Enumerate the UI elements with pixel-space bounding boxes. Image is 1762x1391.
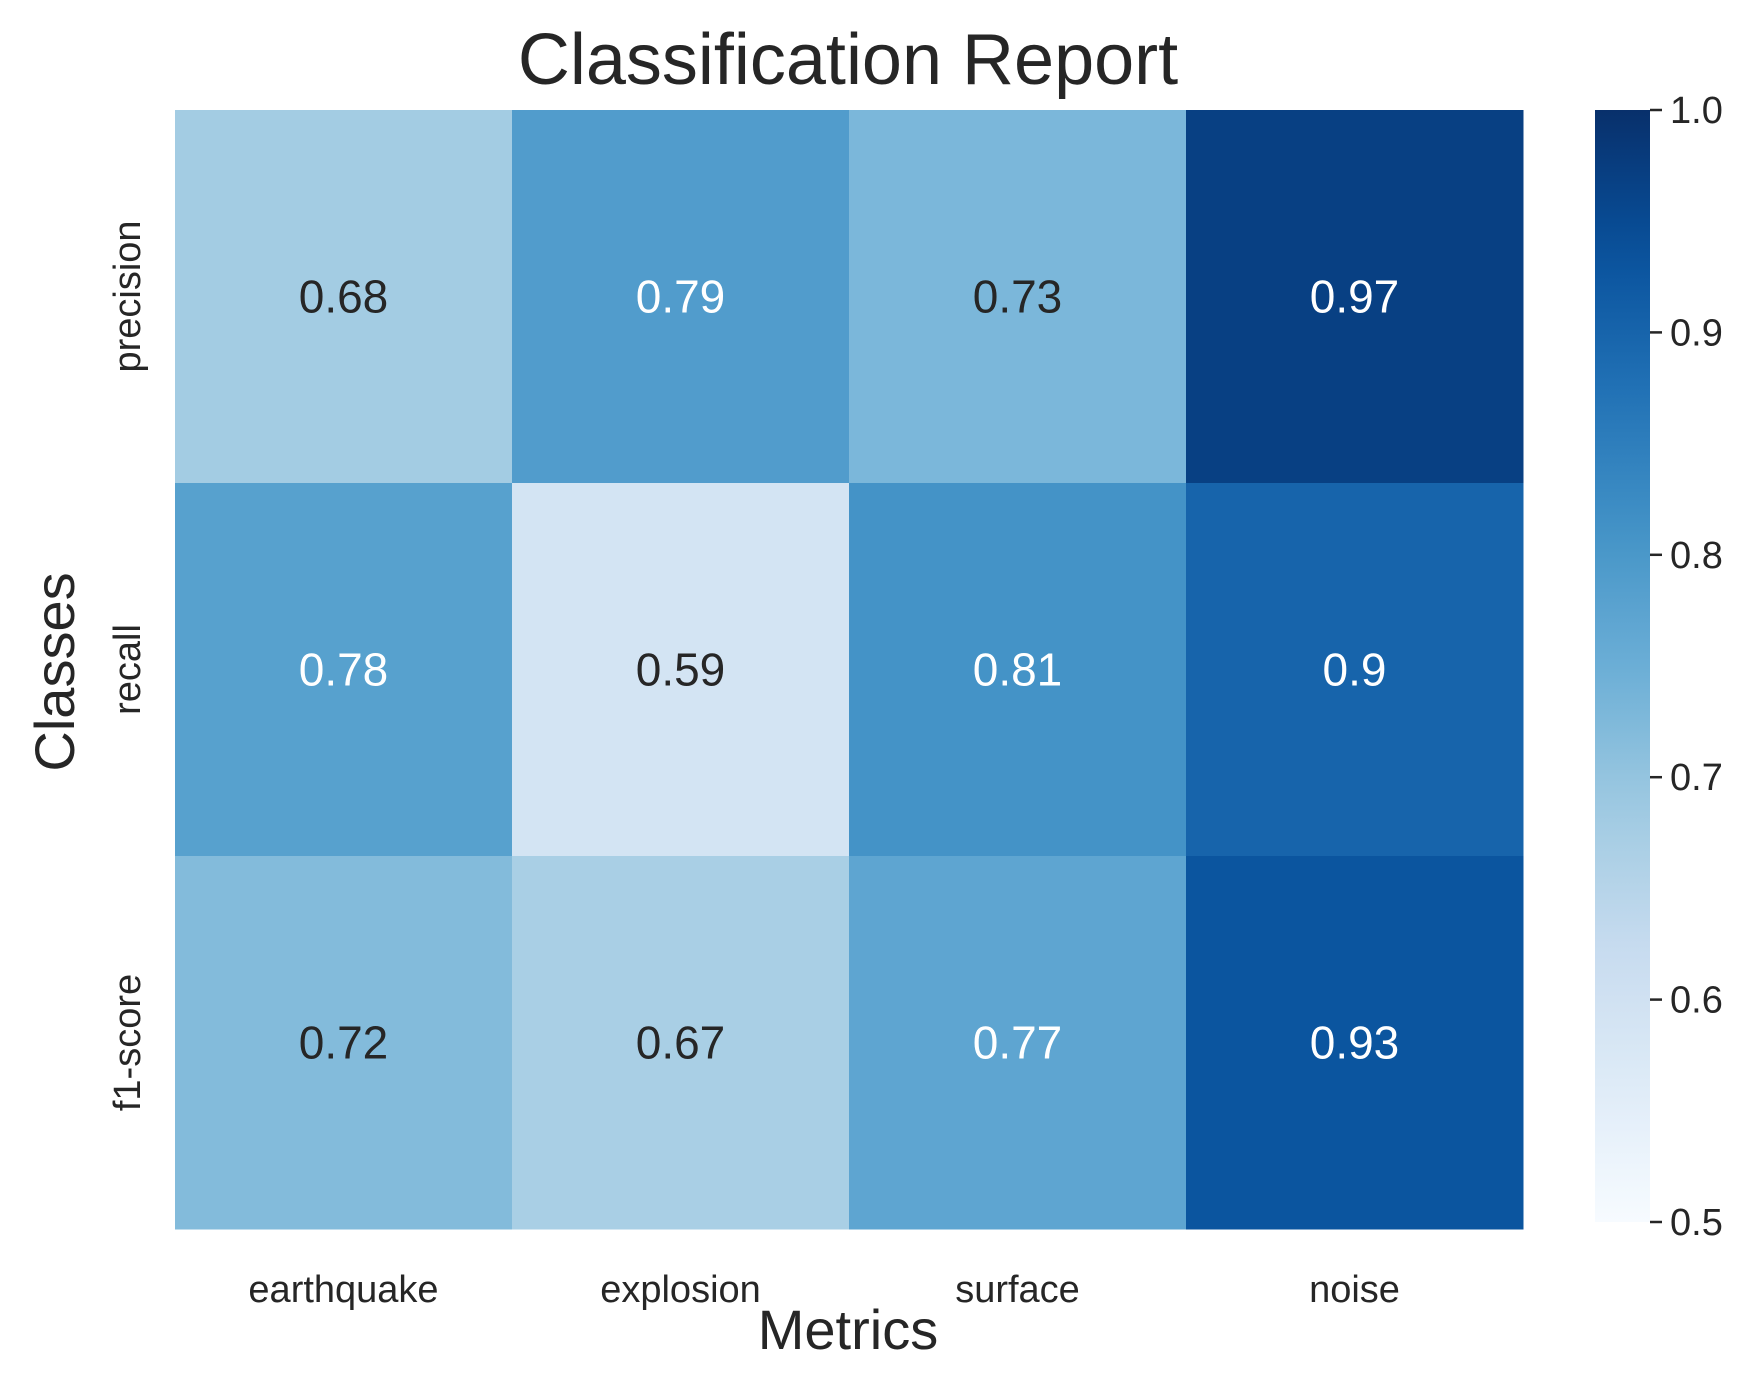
colorbar-ticks: 0.5 0.6 0.7 0.8 0.9 1.0 <box>1650 90 1723 1244</box>
chart-title: Classification Report <box>518 20 1178 100</box>
cell-value-label: 0.77 <box>973 1017 1063 1069</box>
colorbar-tick-label: 0.8 <box>1670 535 1723 577</box>
y-tick-label: recall <box>107 624 149 715</box>
heatmap-cell <box>849 483 1187 857</box>
colorbar-tick-label: 1.0 <box>1670 90 1723 132</box>
cell-value-label: 0.67 <box>636 1017 726 1069</box>
heatmap-cell <box>1186 483 1524 857</box>
y-tick-label: precision <box>107 220 149 372</box>
x-tick-labels: earthquake explosion surface noise <box>248 1269 1400 1311</box>
x-tick-label: explosion <box>600 1269 761 1311</box>
heatmap-cell <box>175 483 513 857</box>
cell-value-label: 0.97 <box>1310 271 1400 323</box>
y-tick-label: f1-score <box>107 974 149 1111</box>
colorbar-tick-label: 0.7 <box>1670 757 1723 799</box>
cell-value-label: 0.78 <box>299 644 389 696</box>
heatmap-cell <box>849 856 1187 1230</box>
cell-annotations: 0.68 0.79 0.73 0.97 0.78 0.59 0.81 0.9 0.72 0.67 0… <box>299 271 1400 1069</box>
heatmap-cell <box>1186 110 1524 484</box>
cell-value-label: 0.72 <box>299 1017 389 1069</box>
cell-value-label: 0.68 <box>299 271 389 323</box>
heatmap-cell <box>175 856 513 1230</box>
cell-value-label: 0.93 <box>1310 1017 1400 1069</box>
cell-value-label: 0.9 <box>1323 644 1387 696</box>
heatmap-cells <box>175 110 1524 1230</box>
y-axis-label: Classes <box>23 572 86 771</box>
heatmap-cell <box>175 110 513 484</box>
cell-value-label: 0.79 <box>636 271 726 323</box>
heatmap-cell <box>512 483 850 857</box>
x-tick-label: surface <box>955 1269 1080 1311</box>
heatmap-cell <box>512 110 850 484</box>
x-tick-label: noise <box>1309 1269 1400 1311</box>
heatmap-cell <box>849 110 1187 484</box>
cell-value-label: 0.81 <box>973 644 1063 696</box>
x-tick-label: earthquake <box>248 1269 438 1311</box>
colorbar-tick-label: 0.9 <box>1670 312 1723 354</box>
heatmap-cell <box>1186 856 1524 1230</box>
heatmap-cell <box>512 856 850 1230</box>
cell-value-label: 0.73 <box>973 271 1063 323</box>
colorbar-tick-label: 0.5 <box>1670 1202 1723 1244</box>
cell-value-label: 0.59 <box>636 644 726 696</box>
y-tick-labels: precision recall f1-score <box>107 220 149 1111</box>
colorbar <box>1595 110 1650 1222</box>
x-axis-label: Metrics <box>758 1298 938 1361</box>
colorbar-tick-label: 0.6 <box>1670 980 1723 1022</box>
